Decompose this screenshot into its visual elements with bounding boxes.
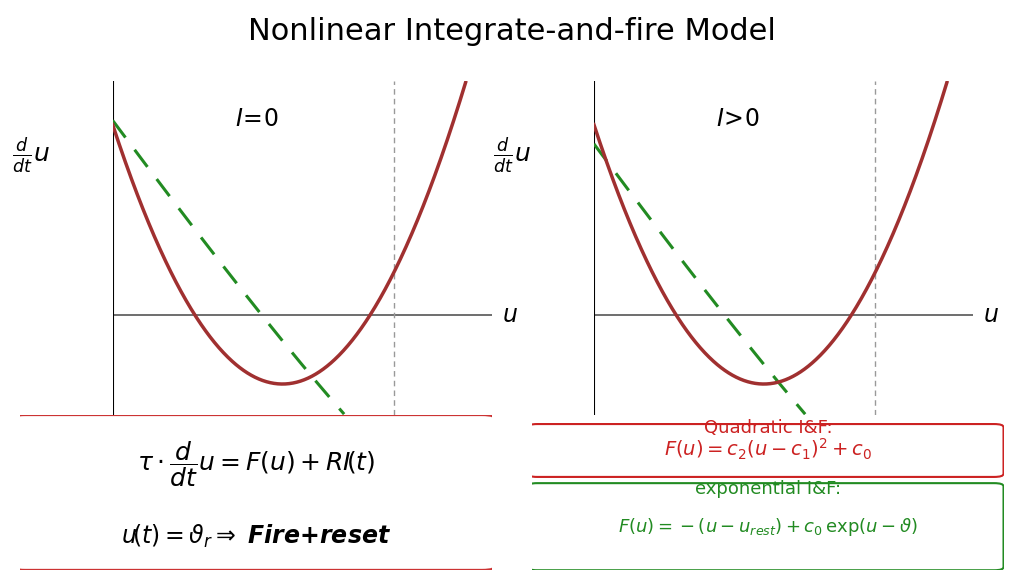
Text: Quadratic I&F:: Quadratic I&F: <box>703 419 833 437</box>
Text: $\vartheta_r$: $\vartheta_r$ <box>382 424 406 448</box>
FancyBboxPatch shape <box>11 415 497 570</box>
Text: $F(u) = c_2(u-c_1)^2 + c_0$: $F(u) = c_2(u-c_1)^2 + c_0$ <box>664 437 872 463</box>
Text: $F(u) = -(u - u_{rest}) + c_0\,\exp(u - \vartheta)$: $F(u) = -(u - u_{rest}) + c_0\,\exp(u - … <box>618 516 918 537</box>
Text: $\frac{d}{dt}u$: $\frac{d}{dt}u$ <box>494 135 530 176</box>
Text: $\frac{d}{dt}u$: $\frac{d}{dt}u$ <box>12 135 49 176</box>
Text: $I\!>\!0$: $I\!>\!0$ <box>716 107 760 131</box>
Text: $u$: $u$ <box>983 304 999 327</box>
Text: Nonlinear Integrate-and-fire Model: Nonlinear Integrate-and-fire Model <box>248 17 776 46</box>
Text: $u$: $u$ <box>502 304 518 327</box>
Text: $I\!=\!0$: $I\!=\!0$ <box>234 107 279 131</box>
Text: $u\!\left(t\right) = \vartheta_r \Rightarrow\ $Fire+reset: $u\!\left(t\right) = \vartheta_r \Righta… <box>121 522 391 550</box>
Text: $\vartheta_r$: $\vartheta_r$ <box>863 424 887 448</box>
FancyBboxPatch shape <box>527 424 1004 477</box>
Text: $\tau \cdot \dfrac{d}{dt}u = F(u) + RI\!\left(t\right)$: $\tau \cdot \dfrac{d}{dt}u = F(u) + RI\!… <box>137 439 375 490</box>
Text: exponential I&F:: exponential I&F: <box>695 480 841 498</box>
FancyBboxPatch shape <box>527 483 1004 570</box>
